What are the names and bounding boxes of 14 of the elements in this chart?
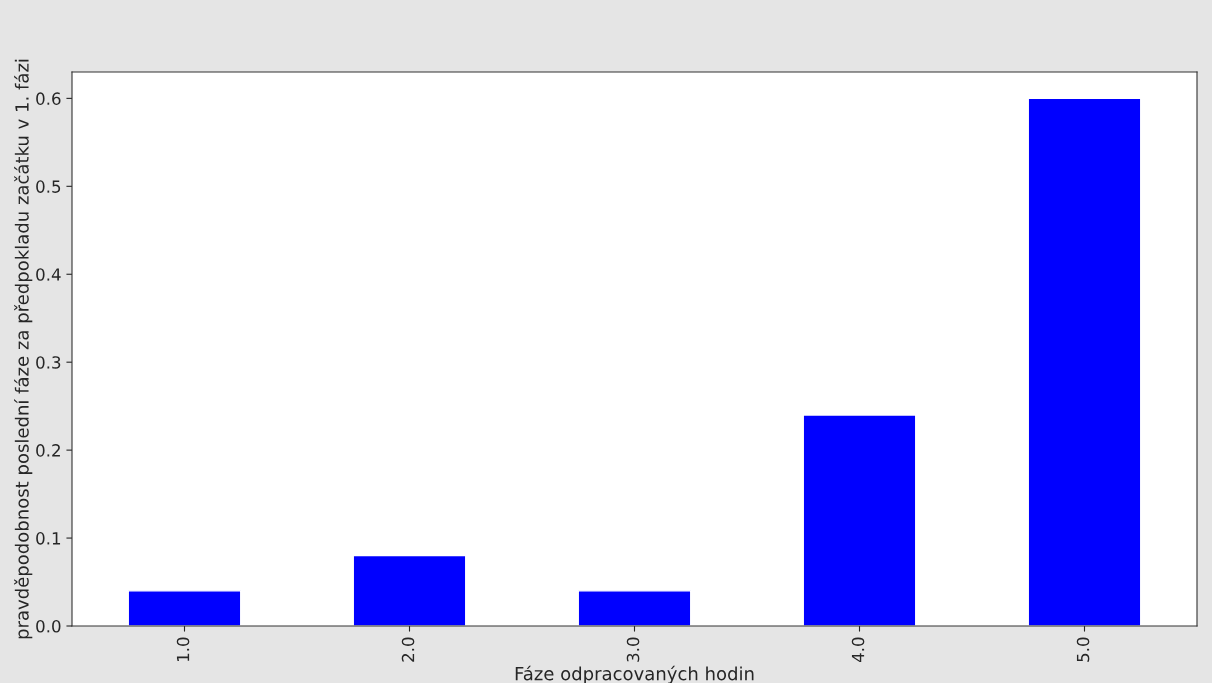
y-tick-label: 0.1: [36, 532, 61, 545]
y-tick-label: 0.5: [36, 180, 61, 193]
x-tick-label: 5.0: [1076, 637, 1090, 662]
y-tick-label: 0.0: [36, 619, 61, 633]
x-tick-label: 1.0: [176, 637, 190, 662]
y-tick-label: 0.2: [36, 444, 60, 457]
y-tick-label: 0.4: [36, 268, 61, 281]
y-tick-label: 0.6: [36, 92, 61, 105]
x-axis-title: Fáze odpracovaných hodin: [515, 665, 754, 683]
x-tick-label: 4.0: [851, 637, 865, 663]
y-axis-title: pravděpodobnost poslední fáze za předpokladu začátku v 1. fázi: [14, 59, 33, 639]
x-tick-label: 2.0: [401, 637, 415, 662]
x-tick-label: 3.0: [626, 637, 640, 662]
y-tick-label: 0.3: [36, 356, 61, 369]
